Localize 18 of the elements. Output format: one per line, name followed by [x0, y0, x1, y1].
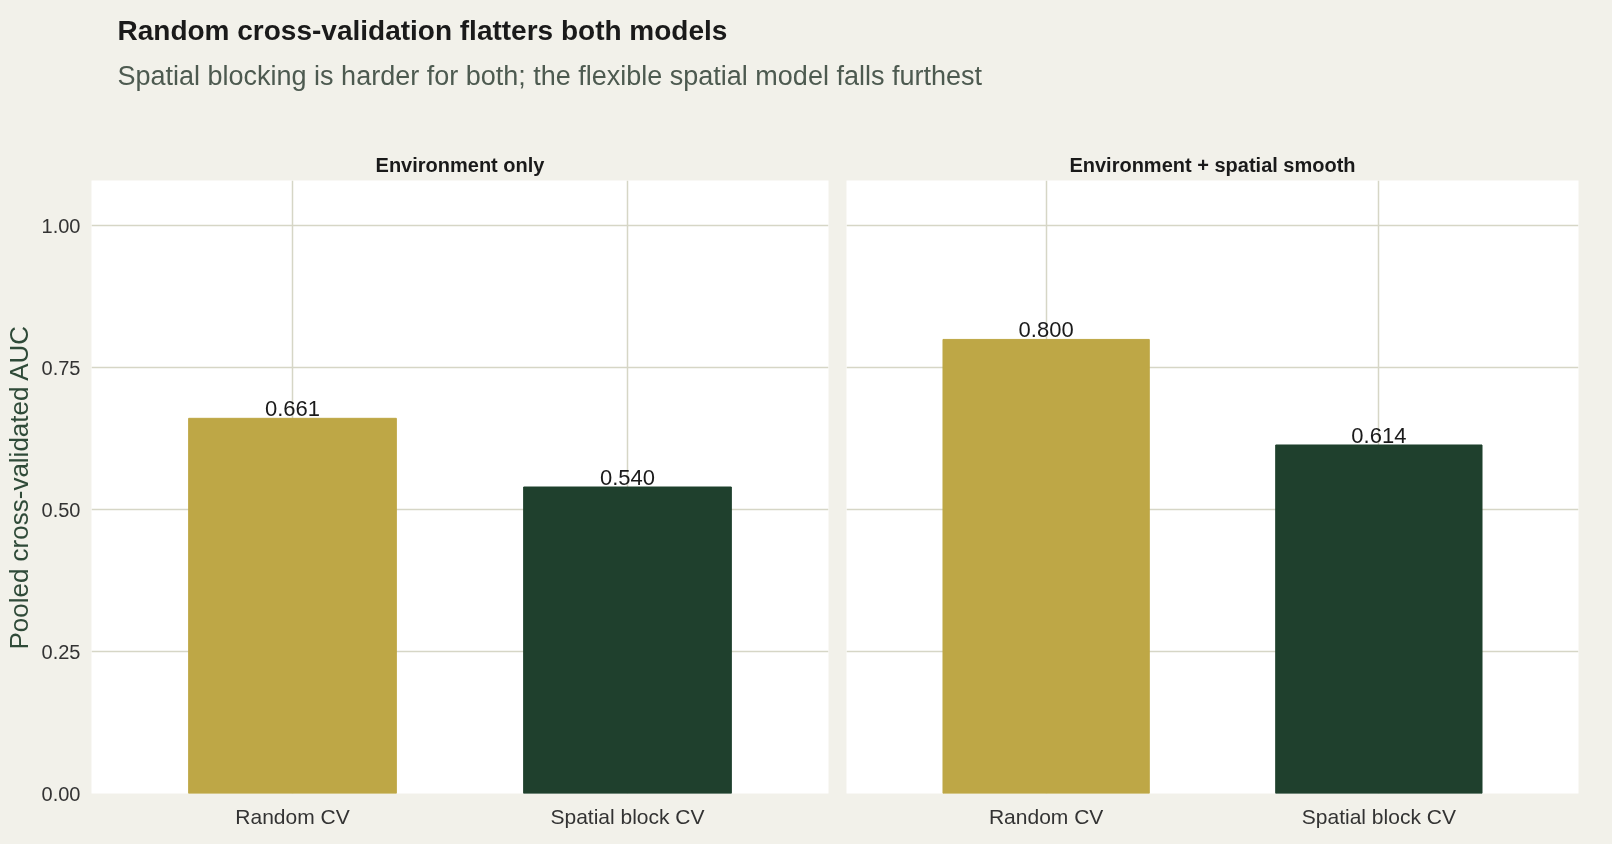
x-tick-label: Spatial block CV: [1301, 804, 1456, 828]
y-axis-title: Pooled cross-validated AUC: [3, 325, 34, 650]
y-tick-label: 0.00: [41, 782, 81, 805]
x-tick-label: Random CV: [235, 804, 350, 828]
data-label: 0.661: [264, 396, 321, 422]
x-tick-label: Random CV: [988, 804, 1104, 828]
text: Spatial blocking is harder for both; the flexible spatial model falls furthest: [117, 60, 983, 91]
chart-title: Environment only: [375, 153, 546, 176]
text: Random cross-validation flatters both models: [117, 15, 728, 46]
data-label: 0.540: [599, 465, 656, 490]
x-tick-label: Spatial block CV: [550, 804, 705, 828]
chart-title: Environment + spatial smooth: [1069, 153, 1356, 176]
y-tick-label: 1.00: [41, 214, 81, 237]
y-tick-label: 0.25: [41, 640, 81, 663]
y-tick-label: 0.75: [41, 356, 81, 379]
data-label: 0.614: [1351, 423, 1407, 448]
y-tick-label: 0.50: [41, 498, 81, 521]
data-label: 0.800: [1018, 317, 1074, 343]
